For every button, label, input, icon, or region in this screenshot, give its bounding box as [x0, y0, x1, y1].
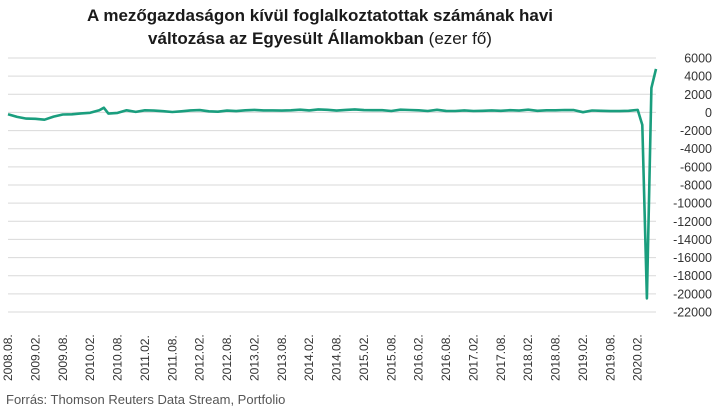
y-axis: 6000 4000 2000 0 -2000 -4000 -6000 -8000 -10000 -… [673, 52, 712, 320]
gridlines [8, 57, 656, 313]
y-tick-label: -16000 [673, 251, 712, 265]
y-tick-label: -18000 [673, 269, 712, 283]
x-tick-label: 2016.02. [412, 334, 426, 381]
x-tick-label: 2019.02. [576, 334, 590, 381]
x-tick-label: 2019.08. [603, 334, 617, 381]
y-tick-label: -6000 [680, 160, 712, 174]
x-tick-label: 2016.08. [439, 334, 453, 381]
title-line-2: változása az Egyesült Államokban (ezer f… [148, 29, 492, 48]
series-line [7, 68, 658, 300]
x-tick-label: 2015.08. [384, 334, 398, 381]
x-axis: 2008.08. 2009.02. 2009.08. 2010.02. 2010.08.… [1, 334, 645, 381]
x-tick-label: 2013.08. [275, 334, 289, 381]
y-tick-label: -4000 [680, 142, 712, 156]
x-tick-label: 2012.02. [193, 334, 207, 381]
x-tick-label: 2018.08. [549, 334, 563, 381]
x-tick-label: 2008.08. [1, 334, 15, 381]
y-tick-label: 4000 [684, 70, 712, 84]
y-tick-label: -12000 [673, 215, 712, 229]
x-tick-label: 2010.02. [83, 334, 97, 381]
y-tick-label: -2000 [680, 124, 712, 138]
source-note: Forrás: Thomson Reuters Data Stream, Por… [6, 392, 286, 407]
title-line-1: A mezőgazdaságon kívül foglalkoztatottak… [86, 6, 554, 25]
y-tick-label: 0 [705, 106, 712, 120]
x-tick-label: 2009.08. [56, 334, 70, 381]
y-tick-label: -22000 [673, 306, 712, 320]
x-tick-label: 2013.02. [247, 334, 261, 381]
x-tick-label: 2011.02. [138, 335, 152, 381]
x-tick-label: 2017.02. [466, 334, 480, 381]
x-tick-label: 2011.08. [165, 335, 179, 381]
x-tick-label: 2015.02. [357, 334, 371, 381]
x-tick-label: 2017.08. [494, 334, 508, 381]
y-tick-label: -10000 [673, 197, 712, 211]
y-tick-label: -14000 [673, 233, 712, 247]
x-tick-label: 2014.02. [302, 334, 316, 381]
x-tick-label: 2014.08. [330, 334, 344, 381]
y-tick-label: -8000 [680, 179, 712, 193]
line-chart: 6000 4000 2000 0 -2000 -4000 -6000 -8000 -10000 -… [1, 52, 712, 382]
y-tick-label: 2000 [684, 88, 712, 102]
series-layer [7, 68, 658, 300]
x-tick-label: 2012.08. [220, 334, 234, 381]
chart-title: A mezőgazdaságon kívül foglalkoztatottak… [0, 4, 640, 50]
x-tick-label: 2018.02. [521, 334, 535, 381]
x-tick-label: 2010.08. [111, 334, 125, 381]
y-tick-label: -20000 [673, 287, 712, 301]
title-unit: (ezer fő) [428, 29, 492, 48]
x-tick-label: 2020.02. [631, 334, 645, 381]
x-tick-label: 2009.02. [28, 334, 42, 381]
y-tick-label: 6000 [684, 52, 712, 66]
